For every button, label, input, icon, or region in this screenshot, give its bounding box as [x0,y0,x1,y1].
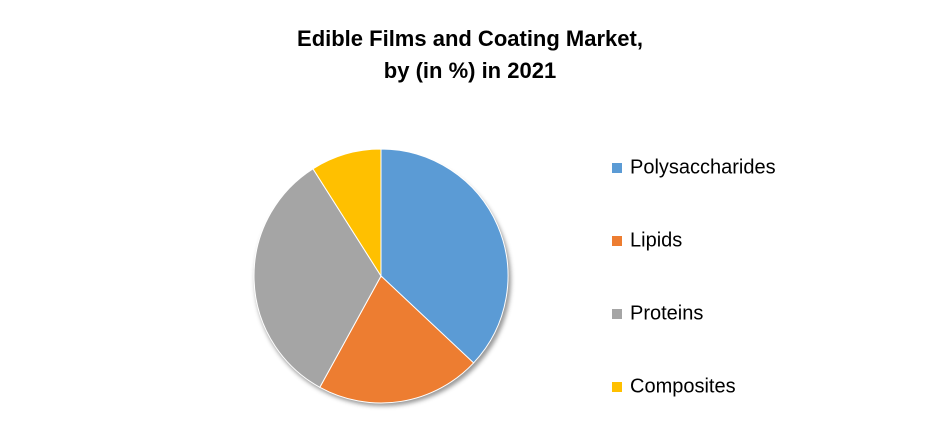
chart-title: Edible Films and Coating Market, [297,26,643,51]
legend-swatch [612,236,622,246]
legend-swatch [612,163,622,173]
legend: Polysaccharides Lipids Proteins Composites [612,156,776,397]
chart-title: by (in %) in 2021 [384,58,556,83]
pie-slice [312,148,382,278]
legend-label: Lipids [630,229,682,251]
pie-slice [380,148,509,364]
pie-slice [253,168,382,388]
legend-label: Polysaccharides [630,156,776,178]
legend-swatch [612,382,622,392]
legend-label: Proteins [630,302,703,324]
pie-slice [319,275,475,404]
legend-swatch [612,309,622,319]
legend-label: Composites [630,375,736,397]
pie [253,148,509,404]
